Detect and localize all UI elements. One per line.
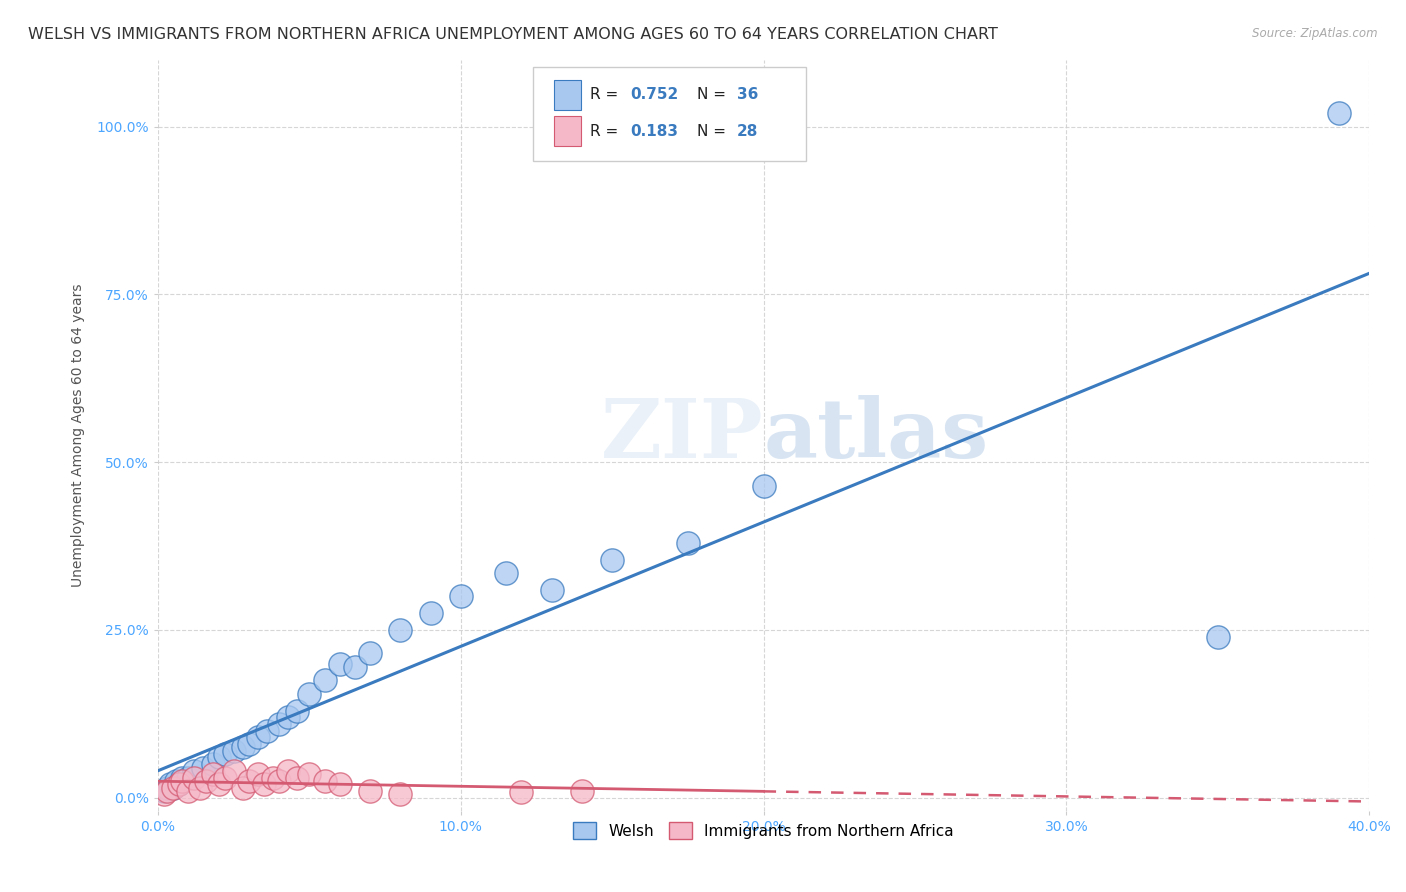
Text: R =: R = [591,123,619,138]
Point [389,788,412,802]
Point [246,731,269,745]
Point [269,774,291,789]
Point [1206,630,1229,644]
Point [510,785,533,799]
Text: ZIP: ZIP [600,395,763,475]
Point [162,780,184,795]
Text: WELSH VS IMMIGRANTS FROM NORTHERN AFRICA UNEMPLOYMENT AMONG AGES 60 TO 64 YEARS : WELSH VS IMMIGRANTS FROM NORTHERN AFRICA… [28,27,998,42]
Point [195,774,218,789]
Point [190,780,212,795]
Point [153,788,176,802]
Point [285,704,308,718]
Point [214,747,236,761]
Point [1327,106,1350,120]
Point [172,771,194,785]
Point [183,771,205,785]
Point [159,777,181,791]
Point [329,777,352,791]
Text: N =: N = [697,87,725,103]
Point [269,717,291,731]
Point [167,777,190,791]
Text: 28: 28 [737,123,758,138]
FancyBboxPatch shape [533,67,806,161]
Point [167,777,190,791]
Point [329,657,352,671]
Text: R =: R = [591,87,619,103]
Point [676,535,699,549]
Point [222,764,245,778]
Point [600,552,623,566]
Point [752,479,775,493]
Point [222,744,245,758]
Point [232,780,254,795]
Point [277,710,299,724]
Point [262,771,284,785]
Text: 36: 36 [737,87,758,103]
Point [277,764,299,778]
Legend: Welsh, Immigrants from Northern Africa: Welsh, Immigrants from Northern Africa [567,816,960,845]
Point [298,767,321,781]
Point [389,623,412,637]
Point [156,780,179,795]
Point [314,673,336,688]
Point [214,771,236,785]
Point [156,784,179,798]
Point [256,723,278,738]
Point [359,784,381,798]
Point [359,647,381,661]
Point [246,767,269,781]
Point [343,660,366,674]
Point [238,774,260,789]
Text: 0.183: 0.183 [630,123,678,138]
Point [183,764,205,778]
Point [193,760,215,774]
Point [207,750,229,764]
Point [165,774,187,789]
FancyBboxPatch shape [554,116,581,146]
Y-axis label: Unemployment Among Ages 60 to 64 years: Unemployment Among Ages 60 to 64 years [72,284,86,587]
Text: atlas: atlas [763,395,988,475]
FancyBboxPatch shape [554,80,581,110]
Point [232,740,254,755]
Point [153,784,176,798]
Point [253,777,276,791]
Point [285,771,308,785]
Point [450,590,472,604]
Point [298,687,321,701]
Text: N =: N = [697,123,725,138]
Point [207,777,229,791]
Point [238,737,260,751]
Point [201,767,224,781]
Point [314,774,336,789]
Text: 0.752: 0.752 [630,87,679,103]
Point [177,784,200,798]
Point [419,606,441,620]
Point [571,784,593,798]
Text: Source: ZipAtlas.com: Source: ZipAtlas.com [1253,27,1378,40]
Point [162,780,184,795]
Point [540,582,562,597]
Point [172,774,194,789]
Point [177,771,200,785]
Point [201,757,224,772]
Point [495,566,517,580]
